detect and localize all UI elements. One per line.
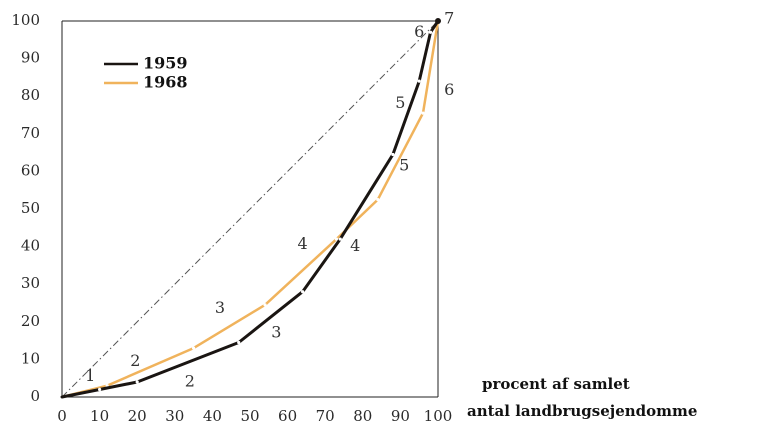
y-tick-label: 60 [21, 161, 40, 179]
y-tick-label: 10 [21, 349, 40, 367]
x-axis-title-line-1: procent af samlet [482, 375, 630, 393]
x-tick-label: 0 [57, 407, 67, 425]
segment-label-1968: 4 [298, 234, 308, 253]
equality-diagonal-line [61, 20, 439, 398]
segment-label-1959: 7 [444, 9, 454, 28]
segment-label-1968: 6 [444, 80, 454, 99]
series-point-1968 [376, 198, 380, 202]
x-tick-label: 30 [165, 407, 184, 425]
series-layer [60, 18, 441, 399]
x-axis-title-line-2: antal landbrugsejendomme [467, 402, 697, 420]
y-tick-label: 50 [21, 199, 40, 217]
x-tick-label: 10 [90, 407, 109, 425]
y-tick-label: 80 [21, 86, 40, 104]
y-tick-label: 100 [11, 11, 40, 29]
segment-label-1959: 2 [185, 371, 195, 390]
series-point-1959 [391, 152, 395, 157]
segment-label-1959: 6 [414, 22, 424, 41]
segment-label-1968: 3 [215, 298, 225, 317]
segment-label-1959: 3 [271, 323, 281, 342]
y-tick-label: 40 [21, 237, 40, 255]
legend: 1959 1968 [104, 54, 188, 92]
axis-ticks: 0 10 20 30 40 50 60 70 80 90 100 0 10 20 30 40 50 60 70 80 9… [11, 11, 452, 425]
series-point-1968 [421, 111, 425, 115]
x-tick-label: 40 [203, 407, 222, 425]
end-point-marker [435, 18, 441, 24]
segment-labels: 1 2 3 4 5 6 7 2 3 4 5 6 [85, 9, 454, 391]
plot-frame [61, 20, 439, 398]
series-point-1968 [263, 303, 267, 307]
series-point-1968 [192, 346, 196, 350]
segment-label-1968: 2 [130, 351, 140, 370]
series-point-1959 [338, 237, 342, 241]
x-axis-title: procent af samlet antal landbrugsejendom… [467, 375, 697, 420]
legend-label-1968: 1968 [143, 73, 188, 92]
y-tick-label: 70 [21, 124, 40, 142]
y-tick-label: 30 [21, 274, 40, 292]
segment-label-1968: 5 [399, 155, 409, 174]
x-tick-label: 90 [391, 407, 410, 425]
x-tick-label: 70 [316, 407, 335, 425]
x-tick-label: 20 [128, 407, 147, 425]
series-point-1959 [417, 79, 421, 83]
legend-label-1959: 1959 [143, 54, 188, 73]
series-point-1959 [135, 380, 139, 384]
y-tick-label: 20 [21, 312, 40, 330]
x-tick-label: 50 [240, 407, 259, 425]
series-point-1959 [237, 340, 241, 345]
y-tick-label: 0 [30, 387, 40, 405]
x-tick-label: 100 [424, 407, 453, 425]
series-point-1968 [334, 237, 339, 241]
segment-label-1959: 4 [350, 236, 360, 255]
series-point-1959 [98, 387, 102, 392]
x-tick-label: 60 [278, 407, 297, 425]
y-tick-label: 90 [21, 49, 40, 67]
x-tick-label: 80 [353, 407, 372, 425]
series-point-1959 [428, 30, 433, 34]
series-point-1959 [301, 290, 305, 294]
series-line-1959 [60, 19, 440, 399]
segment-label-1959: 5 [395, 93, 405, 112]
segment-label-1959: 1 [85, 366, 95, 385]
series-line-1968 [60, 19, 440, 399]
